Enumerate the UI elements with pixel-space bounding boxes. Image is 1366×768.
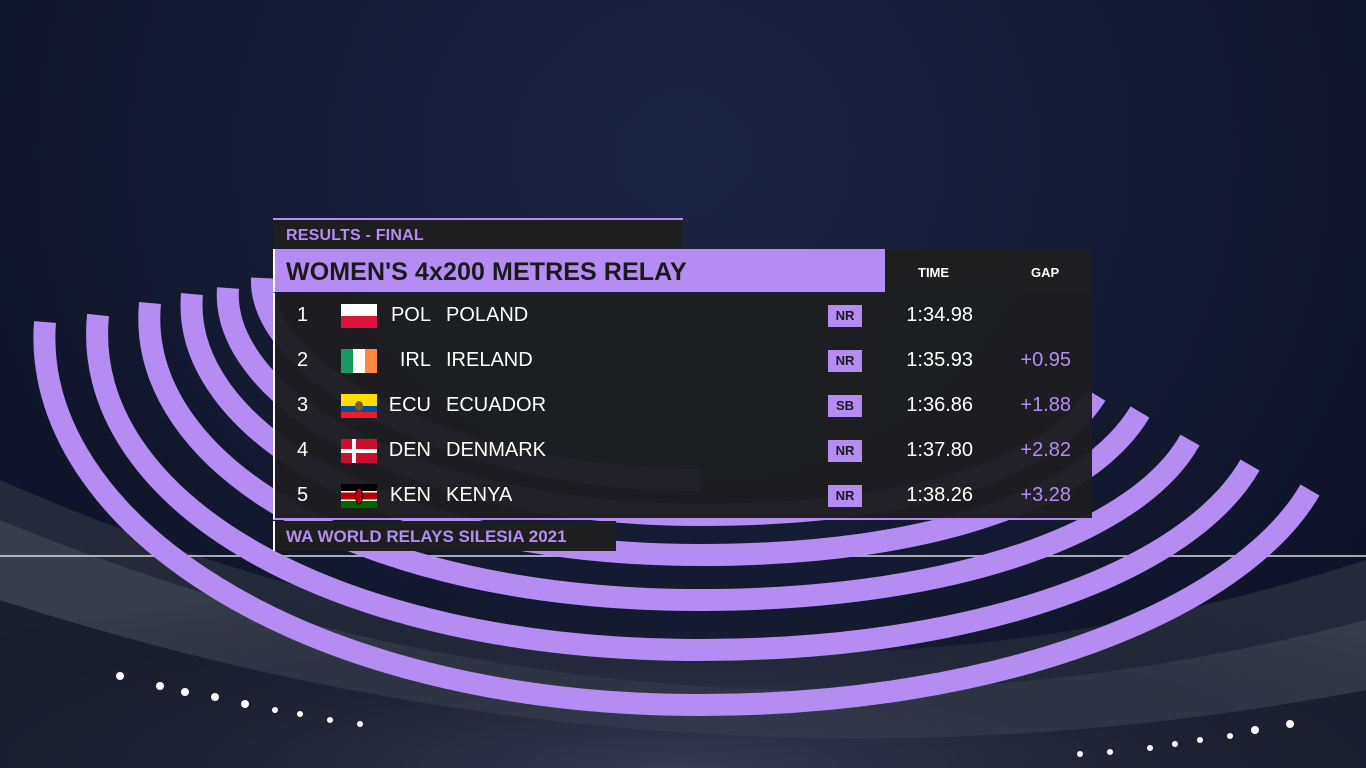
results-status-label: RESULTS - FINAL <box>286 227 424 244</box>
time-gap: +1.88 <box>1020 394 1071 416</box>
record-badge: NR <box>828 440 862 462</box>
rank: 5 <box>297 484 309 506</box>
record-badge: SB <box>828 395 862 417</box>
country-code: IRL <box>399 349 431 371</box>
result-row: 4 DEN DENMARK NR 1:37.80 +2.82 <box>275 428 1092 473</box>
rank: 3 <box>297 394 309 416</box>
result-row: 3 ECU ECUADOR SB 1:36.86 +1.88 <box>275 383 1092 428</box>
country-name: ECUADOR <box>446 394 547 416</box>
kenya-flag-icon <box>341 484 377 508</box>
result-row: 5 KEN KENYA NR 1:38.26 +3.28 <box>275 473 1092 518</box>
finish-time: 1:36.86 <box>906 394 973 416</box>
competition-name: WA WORLD RELAYS SILESIA 2021 <box>286 527 567 546</box>
finish-time: 1:35.93 <box>906 349 973 371</box>
result-row: 1 POL POLAND NR 1:34.98 <box>275 293 1092 338</box>
country-code: POL <box>390 304 431 326</box>
gap-column-header: GAP <box>1031 265 1060 280</box>
denmark-flag-icon <box>341 439 377 463</box>
country-name: DENMARK <box>446 439 547 461</box>
ecuador-flag-icon <box>341 394 377 418</box>
time-gap: +0.95 <box>1020 349 1071 371</box>
rank: 4 <box>297 439 309 461</box>
time-gap: +2.82 <box>1020 439 1071 461</box>
finish-time: 1:38.26 <box>906 484 973 506</box>
finish-time: 1:34.98 <box>906 304 973 326</box>
record-badge: NR <box>828 485 862 507</box>
country-name: IRELAND <box>446 349 533 371</box>
result-row: 2 IRL IRELAND NR 1:35.93 +0.95 <box>275 338 1092 383</box>
finish-time: 1:37.80 <box>906 439 973 461</box>
floodlights <box>116 672 1294 757</box>
results-status-header: RESULTS - FINAL <box>273 218 683 248</box>
record-badge: NR <box>828 305 862 327</box>
country-name: KENYA <box>446 484 513 506</box>
event-title: WOMEN'S 4x200 METRES RELAY <box>286 258 687 286</box>
country-code: ECU <box>388 394 431 416</box>
poland-flag-icon <box>341 304 377 328</box>
time-gap: +3.28 <box>1020 484 1071 506</box>
competition-footer: WA WORLD RELAYS SILESIA 2021 <box>273 521 616 551</box>
rank: 1 <box>297 304 309 326</box>
ireland-flag-icon <box>341 349 377 373</box>
country-code: KEN <box>389 484 431 506</box>
column-headers: TIME GAP <box>885 249 1092 294</box>
event-title-bar: WOMEN'S 4x200 METRES RELAY <box>273 249 885 292</box>
country-name: POLAND <box>446 304 529 326</box>
record-badge: NR <box>828 350 862 372</box>
rank: 2 <box>297 349 309 371</box>
time-column-header: TIME <box>918 265 950 280</box>
results-table: 1 POL POLAND NR 1:34.98 2 IRL IRELAND NR… <box>273 293 1092 520</box>
country-code: DEN <box>388 439 431 461</box>
